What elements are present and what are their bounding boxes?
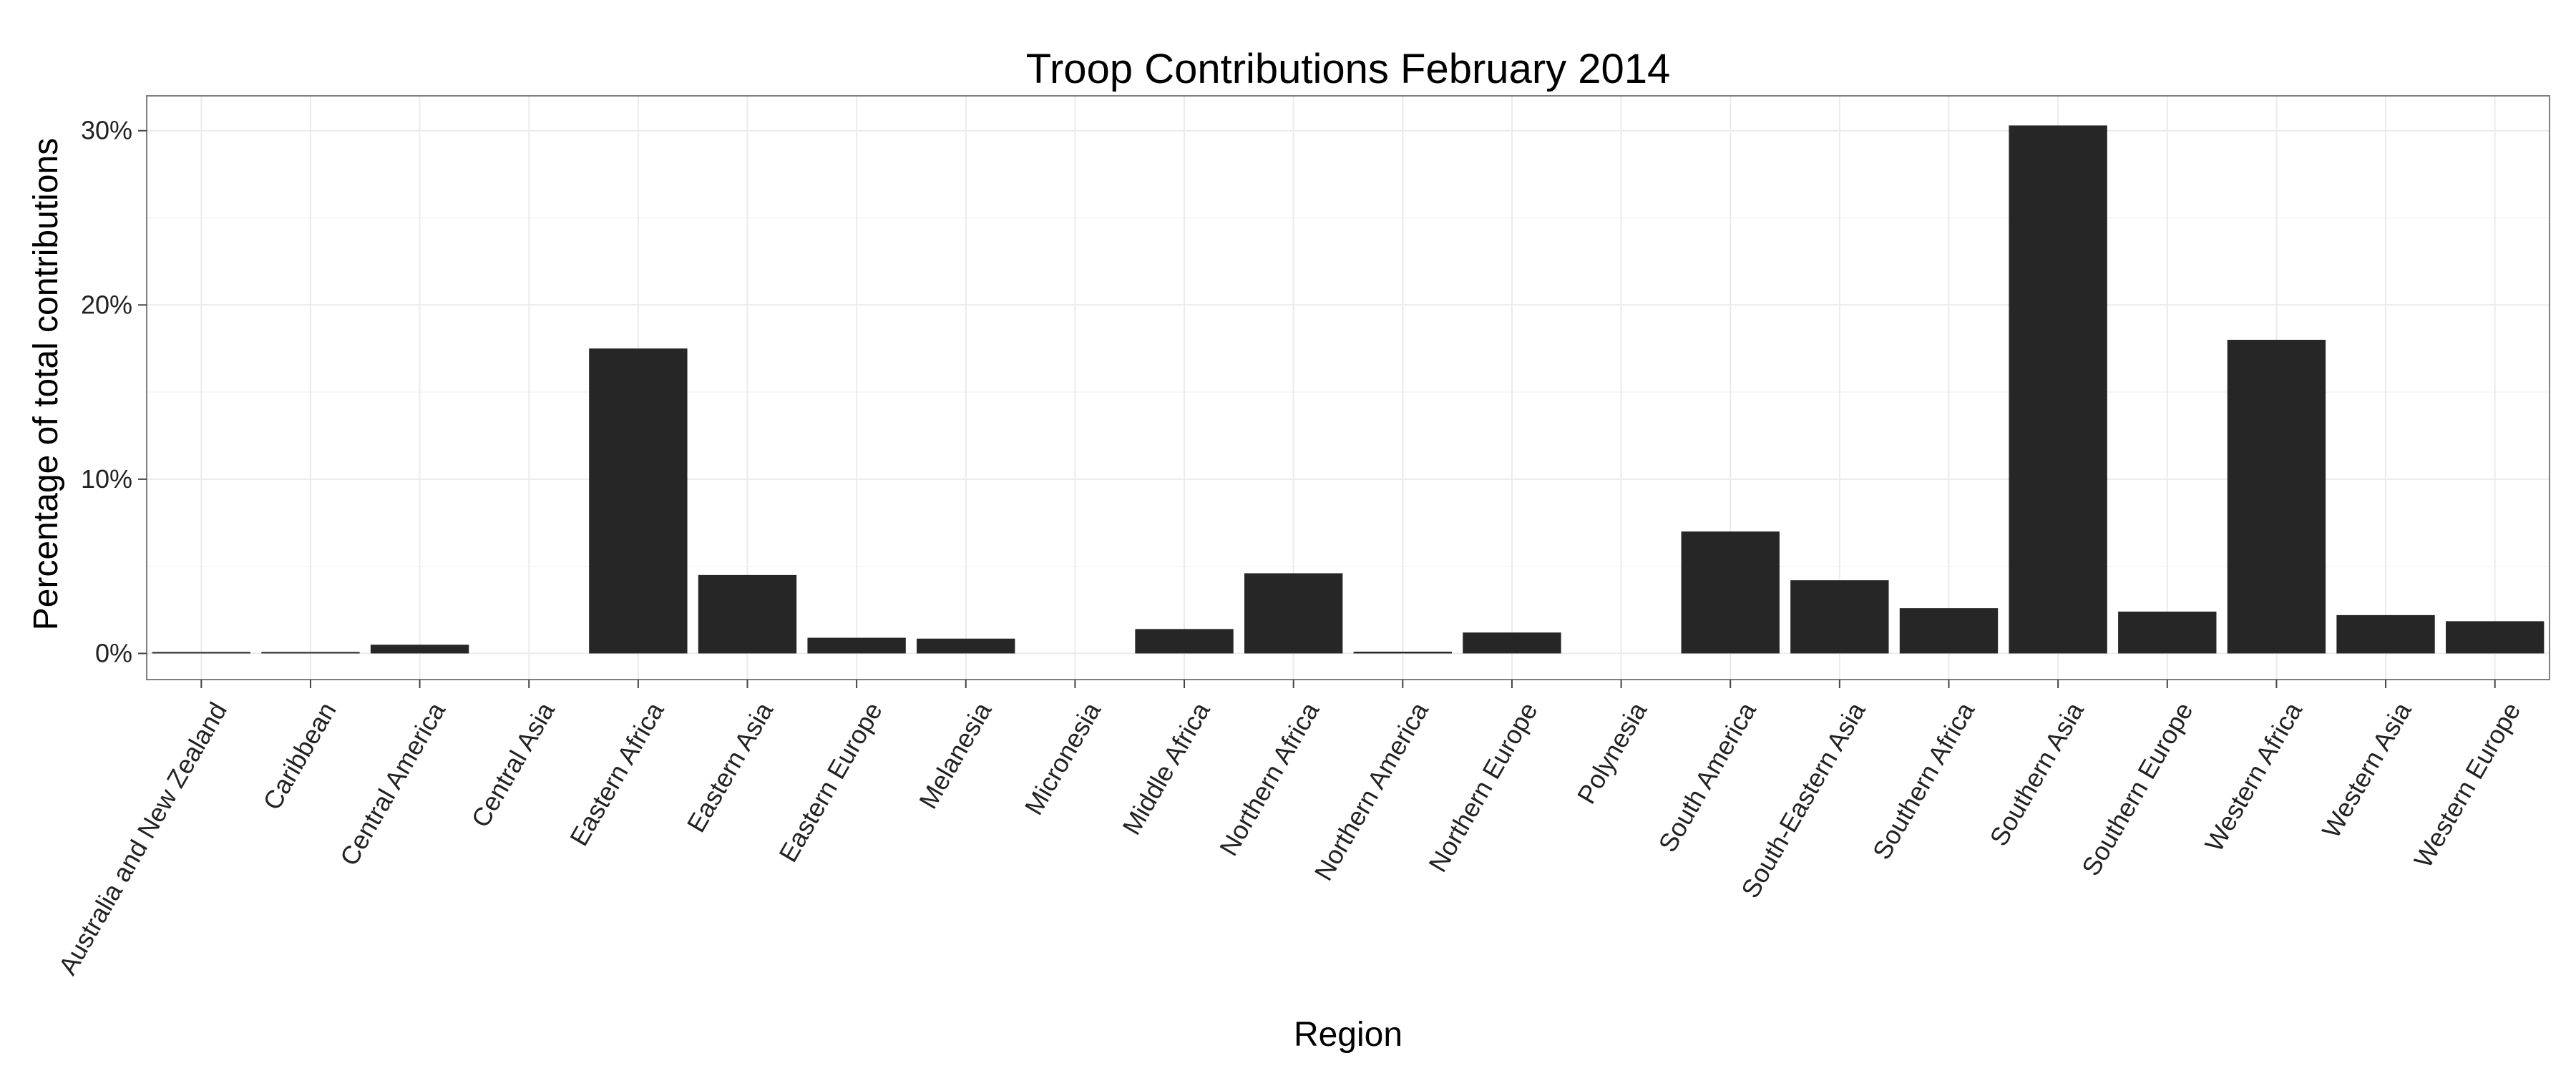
x-tick-label: Southern Asia	[1984, 697, 2089, 851]
x-tick-label: South America	[1652, 697, 1762, 857]
bar-northern-europe	[1463, 632, 1561, 654]
panel-border	[146, 95, 2550, 680]
bar-south-eastern-asia	[1790, 580, 1889, 654]
bar-western-europe	[2445, 621, 2545, 654]
x-tick-label: Northern Africa	[1214, 697, 1325, 861]
x-tick-label: South-Eastern Asia	[1735, 697, 1871, 903]
x-tick-label: Northern America	[1309, 697, 1435, 886]
bar-northern-america	[1353, 652, 1453, 654]
bar-southern-asia	[2009, 125, 2107, 654]
y-tick-label: 30%	[81, 116, 132, 145]
x-tick-label: Polynesia	[1571, 697, 1653, 809]
y-tick-label: 10%	[81, 464, 132, 494]
y-axis-title: Percentage of total contributions	[27, 138, 65, 630]
x-tick-label: Eastern Asia	[681, 697, 779, 837]
bars	[152, 125, 2545, 654]
panel-background	[147, 96, 2550, 680]
x-tick-label: Western Asia	[2316, 697, 2418, 843]
y-tick-label: 20%	[81, 290, 132, 319]
bar-central-america	[370, 645, 469, 654]
chart-title: Troop Contributions February 2014	[1026, 46, 1671, 92]
x-tick-label: Western Africa	[2199, 697, 2308, 856]
bar-middle-africa	[1135, 629, 1234, 654]
x-tick-label: Eastern Africa	[564, 697, 670, 851]
x-tick-label: Australia and New Zealand	[52, 697, 233, 980]
bar-eastern-asia	[698, 574, 797, 654]
bar-australia-and-new-zealand	[152, 652, 251, 654]
y-tick-label: 0%	[95, 638, 132, 667]
x-tick-label: Central Asia	[465, 697, 560, 832]
bar-western-asia	[2336, 614, 2435, 654]
bar-melanesia	[917, 638, 1015, 654]
x-tick-label: Caribbean	[257, 697, 342, 815]
x-tick-label: Western Europe	[2408, 697, 2526, 873]
bar-caribbean	[261, 652, 360, 654]
bar-eastern-europe	[807, 637, 906, 654]
x-tick-label: Southern Europe	[2076, 697, 2199, 881]
bar-eastern-africa	[589, 348, 688, 654]
x-tick-label: Micronesia	[1019, 697, 1107, 820]
x-tick-label: Eastern Europe	[773, 697, 888, 867]
x-tick-label: Southern Africa	[1867, 697, 1981, 865]
bar-south-america	[1681, 531, 1780, 654]
x-tick-label: Northern Europe	[1423, 697, 1543, 877]
bar-southern-africa	[1899, 608, 1999, 654]
bar-western-africa	[2227, 340, 2326, 654]
x-tick-label: Melanesia	[913, 697, 997, 813]
y-axis: 0% 10% 20% 30%	[81, 116, 147, 667]
x-tick-label: Central America	[334, 697, 452, 871]
x-tick-label: Middle Africa	[1116, 697, 1216, 840]
bar-northern-africa	[1244, 573, 1343, 654]
x-axis-title: Region	[1294, 1016, 1402, 1054]
x-axis: Australia and New Zealand CaribbeanCentra…	[52, 680, 2526, 980]
bar-southern-europe	[2118, 612, 2217, 654]
grid-lines	[147, 96, 2550, 680]
